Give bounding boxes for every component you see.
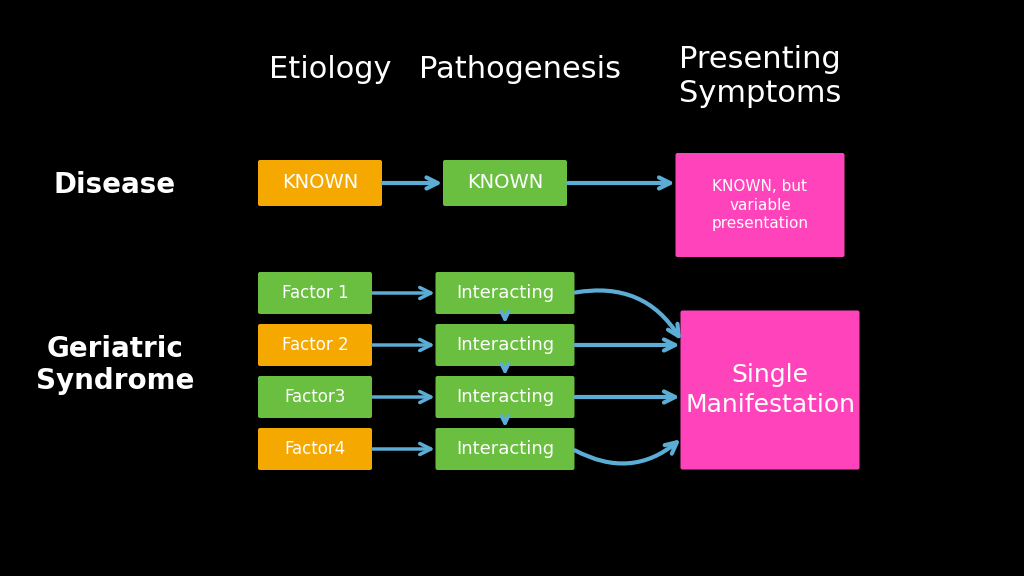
- FancyBboxPatch shape: [258, 428, 372, 470]
- FancyBboxPatch shape: [435, 272, 574, 314]
- Text: Pathogenesis: Pathogenesis: [419, 55, 621, 84]
- Text: Interacting: Interacting: [456, 284, 554, 302]
- Text: Disease: Disease: [54, 171, 176, 199]
- Text: Interacting: Interacting: [456, 440, 554, 458]
- FancyBboxPatch shape: [435, 428, 574, 470]
- Text: Interacting: Interacting: [456, 388, 554, 406]
- FancyBboxPatch shape: [681, 310, 859, 469]
- FancyBboxPatch shape: [258, 324, 372, 366]
- Text: Etiology: Etiology: [268, 55, 391, 84]
- Text: Single
Manifestation: Single Manifestation: [685, 363, 855, 417]
- FancyBboxPatch shape: [435, 324, 574, 366]
- Text: Factor 2: Factor 2: [282, 336, 348, 354]
- Text: Presenting
Symptoms: Presenting Symptoms: [679, 45, 841, 108]
- Text: Geriatric
Syndrome: Geriatric Syndrome: [36, 335, 195, 395]
- Text: KNOWN: KNOWN: [467, 173, 543, 192]
- FancyBboxPatch shape: [435, 376, 574, 418]
- Text: KNOWN: KNOWN: [282, 173, 358, 192]
- Text: Factor 1: Factor 1: [282, 284, 348, 302]
- FancyBboxPatch shape: [443, 160, 567, 206]
- FancyBboxPatch shape: [258, 376, 372, 418]
- Text: Interacting: Interacting: [456, 336, 554, 354]
- FancyBboxPatch shape: [258, 272, 372, 314]
- Text: Factor3: Factor3: [285, 388, 346, 406]
- Text: KNOWN, but
variable
presentation: KNOWN, but variable presentation: [712, 179, 809, 231]
- FancyBboxPatch shape: [676, 153, 845, 257]
- Text: Factor4: Factor4: [285, 440, 346, 458]
- FancyBboxPatch shape: [258, 160, 382, 206]
